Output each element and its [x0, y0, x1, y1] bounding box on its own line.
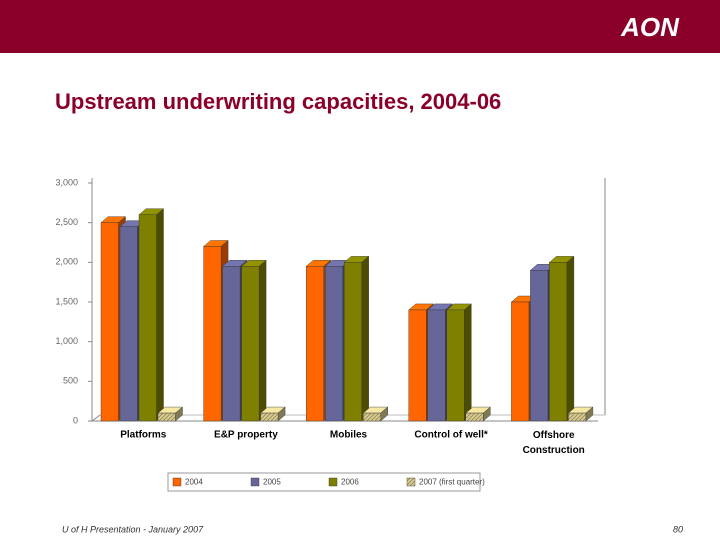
logo: AON: [620, 12, 680, 42]
bar: [465, 412, 484, 422]
bar-side: [258, 259, 267, 422]
bar: [511, 301, 530, 422]
bar: [568, 412, 587, 422]
bar: [241, 266, 260, 422]
bar: [157, 412, 176, 422]
x-tick-label: Platforms: [120, 430, 167, 441]
bar: [138, 214, 157, 422]
bar: [100, 222, 119, 422]
bar: [260, 412, 279, 422]
y-tick-label: 0: [73, 415, 78, 425]
legend: 2004 2005 2006 2007 (first quarter): [167, 472, 485, 492]
legend-label: 2005: [263, 478, 281, 487]
legend-box: [167, 472, 481, 492]
bar-side: [156, 208, 164, 422]
legend-swatch: [406, 477, 416, 487]
bar: [408, 309, 427, 422]
y-tick-label: 2,000: [55, 257, 78, 267]
bar-side: [464, 303, 472, 422]
x-tick-label: Offshore Construction: [523, 430, 585, 456]
x-tick-label: Control of well*: [414, 430, 487, 441]
chart-title: Upstream underwriting capacities, 2004-0…: [55, 89, 501, 114]
header-bar: [0, 0, 720, 53]
bar: [427, 309, 446, 422]
bar: [446, 309, 465, 422]
bar-side: [361, 255, 369, 422]
y-tick-label: 1,000: [55, 336, 78, 346]
y-tick-label: 2,500: [55, 217, 78, 227]
legend-swatch: [172, 477, 182, 487]
x-tick-label: E&P property: [214, 430, 278, 441]
bar: [549, 262, 568, 422]
floor-edge: [91, 414, 101, 422]
legend-label: 2004: [185, 478, 203, 487]
y-tick-label: 1,500: [55, 296, 78, 306]
bar: [306, 266, 324, 422]
bar: [222, 266, 241, 422]
bar: [363, 412, 381, 422]
bar-side: [566, 255, 575, 422]
x-tick-label: Mobiles: [330, 430, 368, 441]
legend-label: 2007 (first quarter): [419, 478, 485, 487]
bar: [119, 226, 138, 422]
bar: [325, 266, 343, 422]
y-tick-label: 3,000: [55, 177, 78, 187]
legend-swatch: [250, 477, 260, 487]
bar: [344, 262, 362, 422]
bar: [530, 270, 549, 422]
bar: [203, 246, 222, 422]
legend-label: 2006: [341, 478, 359, 487]
y-tick-label: 500: [63, 376, 78, 386]
footer-text: U of H Presentation - January 2007: [62, 524, 204, 534]
legend-swatch: [328, 477, 338, 487]
page-number: 80: [673, 524, 683, 534]
